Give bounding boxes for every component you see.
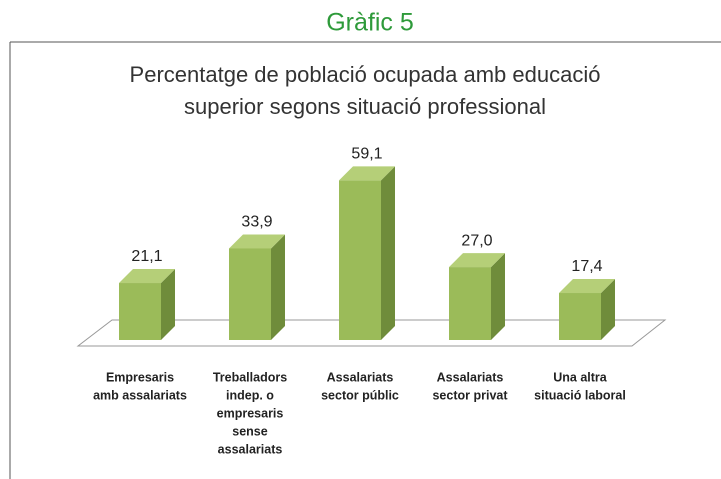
bar	[559, 293, 601, 340]
bar	[229, 248, 271, 340]
bar-side	[381, 166, 395, 340]
bar-top	[229, 234, 285, 249]
bar	[449, 267, 491, 340]
x-tick-label: Empresaris	[106, 370, 174, 384]
bar	[339, 180, 381, 340]
value-label: 27,0	[461, 232, 492, 249]
bar-side	[161, 269, 175, 340]
x-tick-label: sense	[232, 424, 267, 438]
bar-top	[449, 253, 505, 268]
x-tick-label: empresaris	[217, 406, 284, 420]
x-tick-label: assalariats	[218, 442, 283, 456]
x-tick-label: Assalariats	[437, 370, 504, 384]
x-tick-label: amb assalariats	[93, 388, 187, 402]
bar-top	[119, 269, 175, 284]
header-title: Gràfic 5	[326, 9, 414, 37]
bar-side	[491, 253, 505, 340]
x-tick-label: Treballadors	[213, 370, 287, 384]
bar-top	[339, 166, 395, 181]
value-label: 17,4	[571, 258, 602, 275]
x-tick-label: Una altra	[553, 370, 608, 384]
x-tick-label: Assalariats	[327, 370, 394, 384]
chart-title: Percentatge de població ocupada amb educ…	[130, 62, 601, 87]
bar-top	[559, 279, 615, 294]
bar	[119, 283, 161, 340]
bar-side	[601, 279, 615, 340]
value-label: 33,9	[241, 214, 272, 231]
x-tick-label: sector públic	[321, 388, 399, 402]
x-tick-label: sector privat	[432, 388, 508, 402]
bar-side	[271, 234, 285, 340]
value-label: 21,1	[131, 248, 162, 265]
value-label: 59,1	[351, 146, 382, 163]
chart-title: superior segons situació professional	[184, 94, 546, 119]
x-tick-label: situació laboral	[534, 388, 626, 402]
x-tick-label: indep. o	[226, 388, 274, 402]
